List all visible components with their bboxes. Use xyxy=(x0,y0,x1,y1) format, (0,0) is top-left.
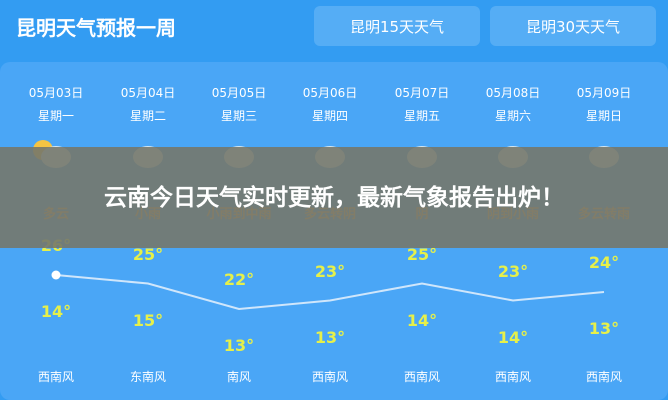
high-temperature: 25° xyxy=(132,244,164,264)
wind-direction: 西南风 xyxy=(311,370,348,384)
forecast-weekday: 星期三 xyxy=(220,109,257,123)
forecast-weekday: 星期六 xyxy=(494,109,531,123)
low-temperature: 15° xyxy=(132,310,164,330)
low-temperature: 14° xyxy=(40,302,72,321)
forecast-date: 05月08日 xyxy=(485,86,541,100)
temperature-line xyxy=(55,274,605,311)
high-temperature: 23° xyxy=(314,261,346,281)
wind-direction: 西南风 xyxy=(37,370,74,384)
forecast-weekday: 星期一 xyxy=(37,109,74,123)
wind-direction: 南风 xyxy=(226,370,251,384)
low-temperature: 13° xyxy=(223,336,255,355)
forecast-weekday: 星期日 xyxy=(585,109,622,123)
high-temperature: 25° xyxy=(406,244,438,264)
forecast-weekday: 星期二 xyxy=(129,109,166,123)
low-temperature: 13° xyxy=(588,319,620,338)
wind-direction: 西南风 xyxy=(494,370,531,384)
forecast-date: 05月05日 xyxy=(211,86,267,100)
forecast-weekday: 星期四 xyxy=(311,109,348,123)
15-day-forecast-button[interactable]: 昆明15天天气 xyxy=(314,6,480,46)
wind-direction: 东南风 xyxy=(129,370,166,384)
current-day-marker xyxy=(51,270,61,280)
forecast-date: 05月07日 xyxy=(394,86,450,100)
high-temperature: 24° xyxy=(588,253,620,272)
page-title: 昆明天气预报一周 xyxy=(16,16,176,40)
low-temperature: 14° xyxy=(497,327,529,347)
forecast-date: 05月06日 xyxy=(302,86,358,100)
forecast-date: 05月09日 xyxy=(576,86,632,100)
forecast-date: 05月03日 xyxy=(28,86,84,100)
headline-text: 云南今日天气实时更新，最新气象报告出炉！ xyxy=(104,184,564,211)
headline-banner: 云南今日天气实时更新，最新气象报告出炉！ xyxy=(0,147,668,248)
forecast-date: 05月04日 xyxy=(120,86,176,100)
high-temperature: 23° xyxy=(497,261,529,281)
low-temperature: 13° xyxy=(314,327,346,347)
forecast-weekday: 星期五 xyxy=(403,109,440,123)
30-day-forecast-button[interactable]: 昆明30天天气 xyxy=(490,6,656,46)
wind-direction: 西南风 xyxy=(403,370,440,384)
high-temperature: 22° xyxy=(223,270,255,289)
low-temperature: 14° xyxy=(406,310,438,330)
wind-direction: 西南风 xyxy=(585,370,622,384)
